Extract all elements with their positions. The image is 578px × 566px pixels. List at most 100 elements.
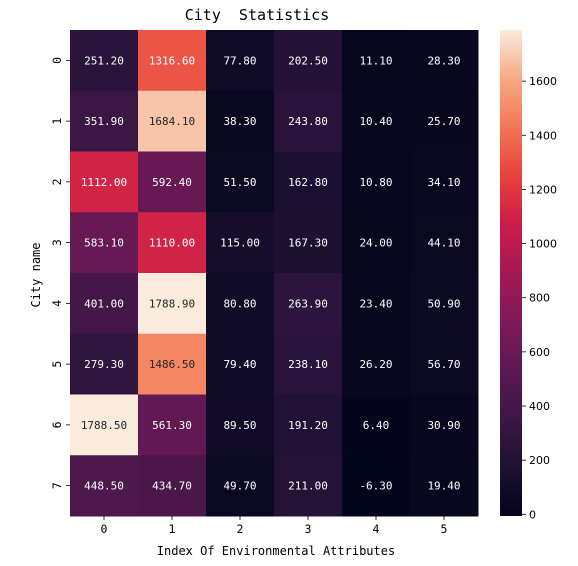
heatmap-cell-label: 28.30 — [427, 54, 460, 67]
y-tick-label: 5 — [50, 361, 64, 368]
heatmap-cell-label: 56.70 — [427, 358, 460, 371]
heatmap-cell — [138, 30, 207, 92]
y-tick-label: 3 — [50, 239, 64, 246]
heatmap-cell-label: 1684.10 — [149, 115, 195, 128]
heatmap-cell — [274, 455, 343, 517]
heatmap-cell — [410, 273, 479, 335]
heatmap-cell — [342, 151, 411, 213]
heatmap-cell-label: 251.20 — [84, 54, 124, 67]
heatmap-cell-label: 1110.00 — [149, 237, 195, 250]
heatmap-cell-label: 26.20 — [359, 358, 392, 371]
heatmap-cell-label: 279.30 — [84, 358, 124, 371]
heatmap-cell-label: 10.40 — [359, 115, 392, 128]
heatmap-cell — [342, 394, 411, 456]
heatmap-cell — [70, 333, 139, 395]
heatmap-cell-label: 44.10 — [427, 237, 460, 250]
heatmap-cell — [138, 455, 207, 517]
heatmap-cell — [70, 151, 139, 213]
colorbar: 0 200 400 600 800 1000 1200 1400 1600 — [500, 30, 557, 521]
y-tick-label: 2 — [50, 178, 64, 185]
heatmap-cells: 251.20 1316.60 77.80 202.50 11.10 28.30 351.90… — [70, 30, 479, 517]
colorbar-tick-label: 1200 — [529, 183, 557, 196]
colorbar-tick-label: 1000 — [529, 238, 557, 251]
heatmap-cell-label: 351.90 — [84, 115, 124, 128]
colorbar-tick-label: 800 — [529, 292, 550, 305]
heatmap-cell-label: 51.50 — [223, 176, 256, 189]
heatmap-cell — [206, 212, 275, 274]
heatmap-cell — [410, 151, 479, 213]
heatmap-cell — [70, 273, 139, 335]
heatmap-cell-label: 34.10 — [427, 176, 460, 189]
heatmap-cell-label: 583.10 — [84, 237, 124, 250]
heatmap-cell-label: 89.50 — [223, 419, 256, 432]
chart-title: City Statistics — [185, 6, 330, 24]
y-tick-label: 0 — [50, 57, 64, 64]
heatmap-cell — [410, 333, 479, 395]
heatmap-cell — [274, 212, 343, 274]
heatmap-cell — [342, 212, 411, 274]
heatmap-cell — [410, 455, 479, 517]
heatmap-cell-label: 24.00 — [359, 237, 392, 250]
y-axis-ticks: 0 1 2 3 4 5 6 7 — [50, 57, 70, 489]
heatmap-cell — [410, 90, 479, 152]
heatmap-cell-label: 434.70 — [152, 480, 192, 493]
colorbar-tick-label: 400 — [529, 400, 550, 413]
heatmap-cell-label: 11.10 — [359, 54, 392, 67]
heatmap-cell — [206, 90, 275, 152]
heatmap-cell — [410, 394, 479, 456]
heatmap-cell — [342, 455, 411, 517]
y-tick-label: 7 — [50, 482, 64, 489]
heatmap-cell-label: 80.80 — [223, 297, 256, 310]
heatmap-cell-label: 50.90 — [427, 297, 460, 310]
heatmap-cell — [138, 90, 207, 152]
heatmap-cell-label: 1788.50 — [81, 419, 127, 432]
heatmap-cell-label: 25.70 — [427, 115, 460, 128]
heatmap-cell — [274, 30, 343, 92]
heatmap-cell — [410, 30, 479, 92]
heatmap-cell — [206, 394, 275, 456]
colorbar-gradient — [500, 30, 522, 516]
heatmap-cell-label: 1486.50 — [149, 358, 195, 371]
heatmap-cell — [206, 333, 275, 395]
heatmap-cell-label: 6.40 — [363, 419, 390, 432]
colorbar-tick-label: 1600 — [529, 75, 557, 88]
x-axis-ticks: 0 1 2 3 4 5 — [101, 516, 447, 536]
heatmap-cell-label: 10.80 — [359, 176, 392, 189]
y-tick-label: 6 — [50, 421, 64, 428]
heatmap-cell-label: 202.50 — [288, 54, 328, 67]
x-axis-label: Index Of Environmental Attributes — [157, 544, 395, 558]
x-tick-label: 1 — [169, 522, 176, 536]
colorbar-tick-label: 0 — [529, 508, 536, 521]
heatmap-cell-label: 592.40 — [152, 176, 192, 189]
heatmap-cell — [274, 273, 343, 335]
heatmap-cell-label: 1788.90 — [149, 297, 195, 310]
y-axis-label: City name — [29, 242, 43, 307]
heatmap-cell — [70, 212, 139, 274]
y-tick-label: 1 — [50, 118, 64, 125]
heatmap-cell-label: 263.90 — [288, 297, 328, 310]
heatmap-cell-label: 1316.60 — [149, 54, 195, 67]
heatmap-cell-label: 79.40 — [223, 358, 256, 371]
heatmap-cell — [342, 30, 411, 92]
heatmap-cell-label: 19.40 — [427, 480, 460, 493]
colorbar-tick-label: 1400 — [529, 129, 557, 142]
heatmap-cell — [138, 212, 207, 274]
heatmap-cell — [274, 394, 343, 456]
heatmap-cell — [70, 90, 139, 152]
heatmap-cell — [138, 273, 207, 335]
heatmap-cell — [138, 333, 207, 395]
heatmap-cell-label: 561.30 — [152, 419, 192, 432]
heatmap-cell — [206, 273, 275, 335]
heatmap-cell — [274, 333, 343, 395]
heatmap-cell — [342, 333, 411, 395]
heatmap-cell — [206, 30, 275, 92]
heatmap-cell — [342, 90, 411, 152]
x-tick-label: 4 — [373, 522, 380, 536]
heatmap-cell-label: 23.40 — [359, 297, 392, 310]
heatmap-cell — [70, 394, 139, 456]
heatmap-cell — [70, 455, 139, 517]
heatmap-cell — [410, 212, 479, 274]
heatmap-cell — [206, 151, 275, 213]
heatmap-cell-label: 191.20 — [288, 419, 328, 432]
heatmap-cell-label: 162.80 — [288, 176, 328, 189]
